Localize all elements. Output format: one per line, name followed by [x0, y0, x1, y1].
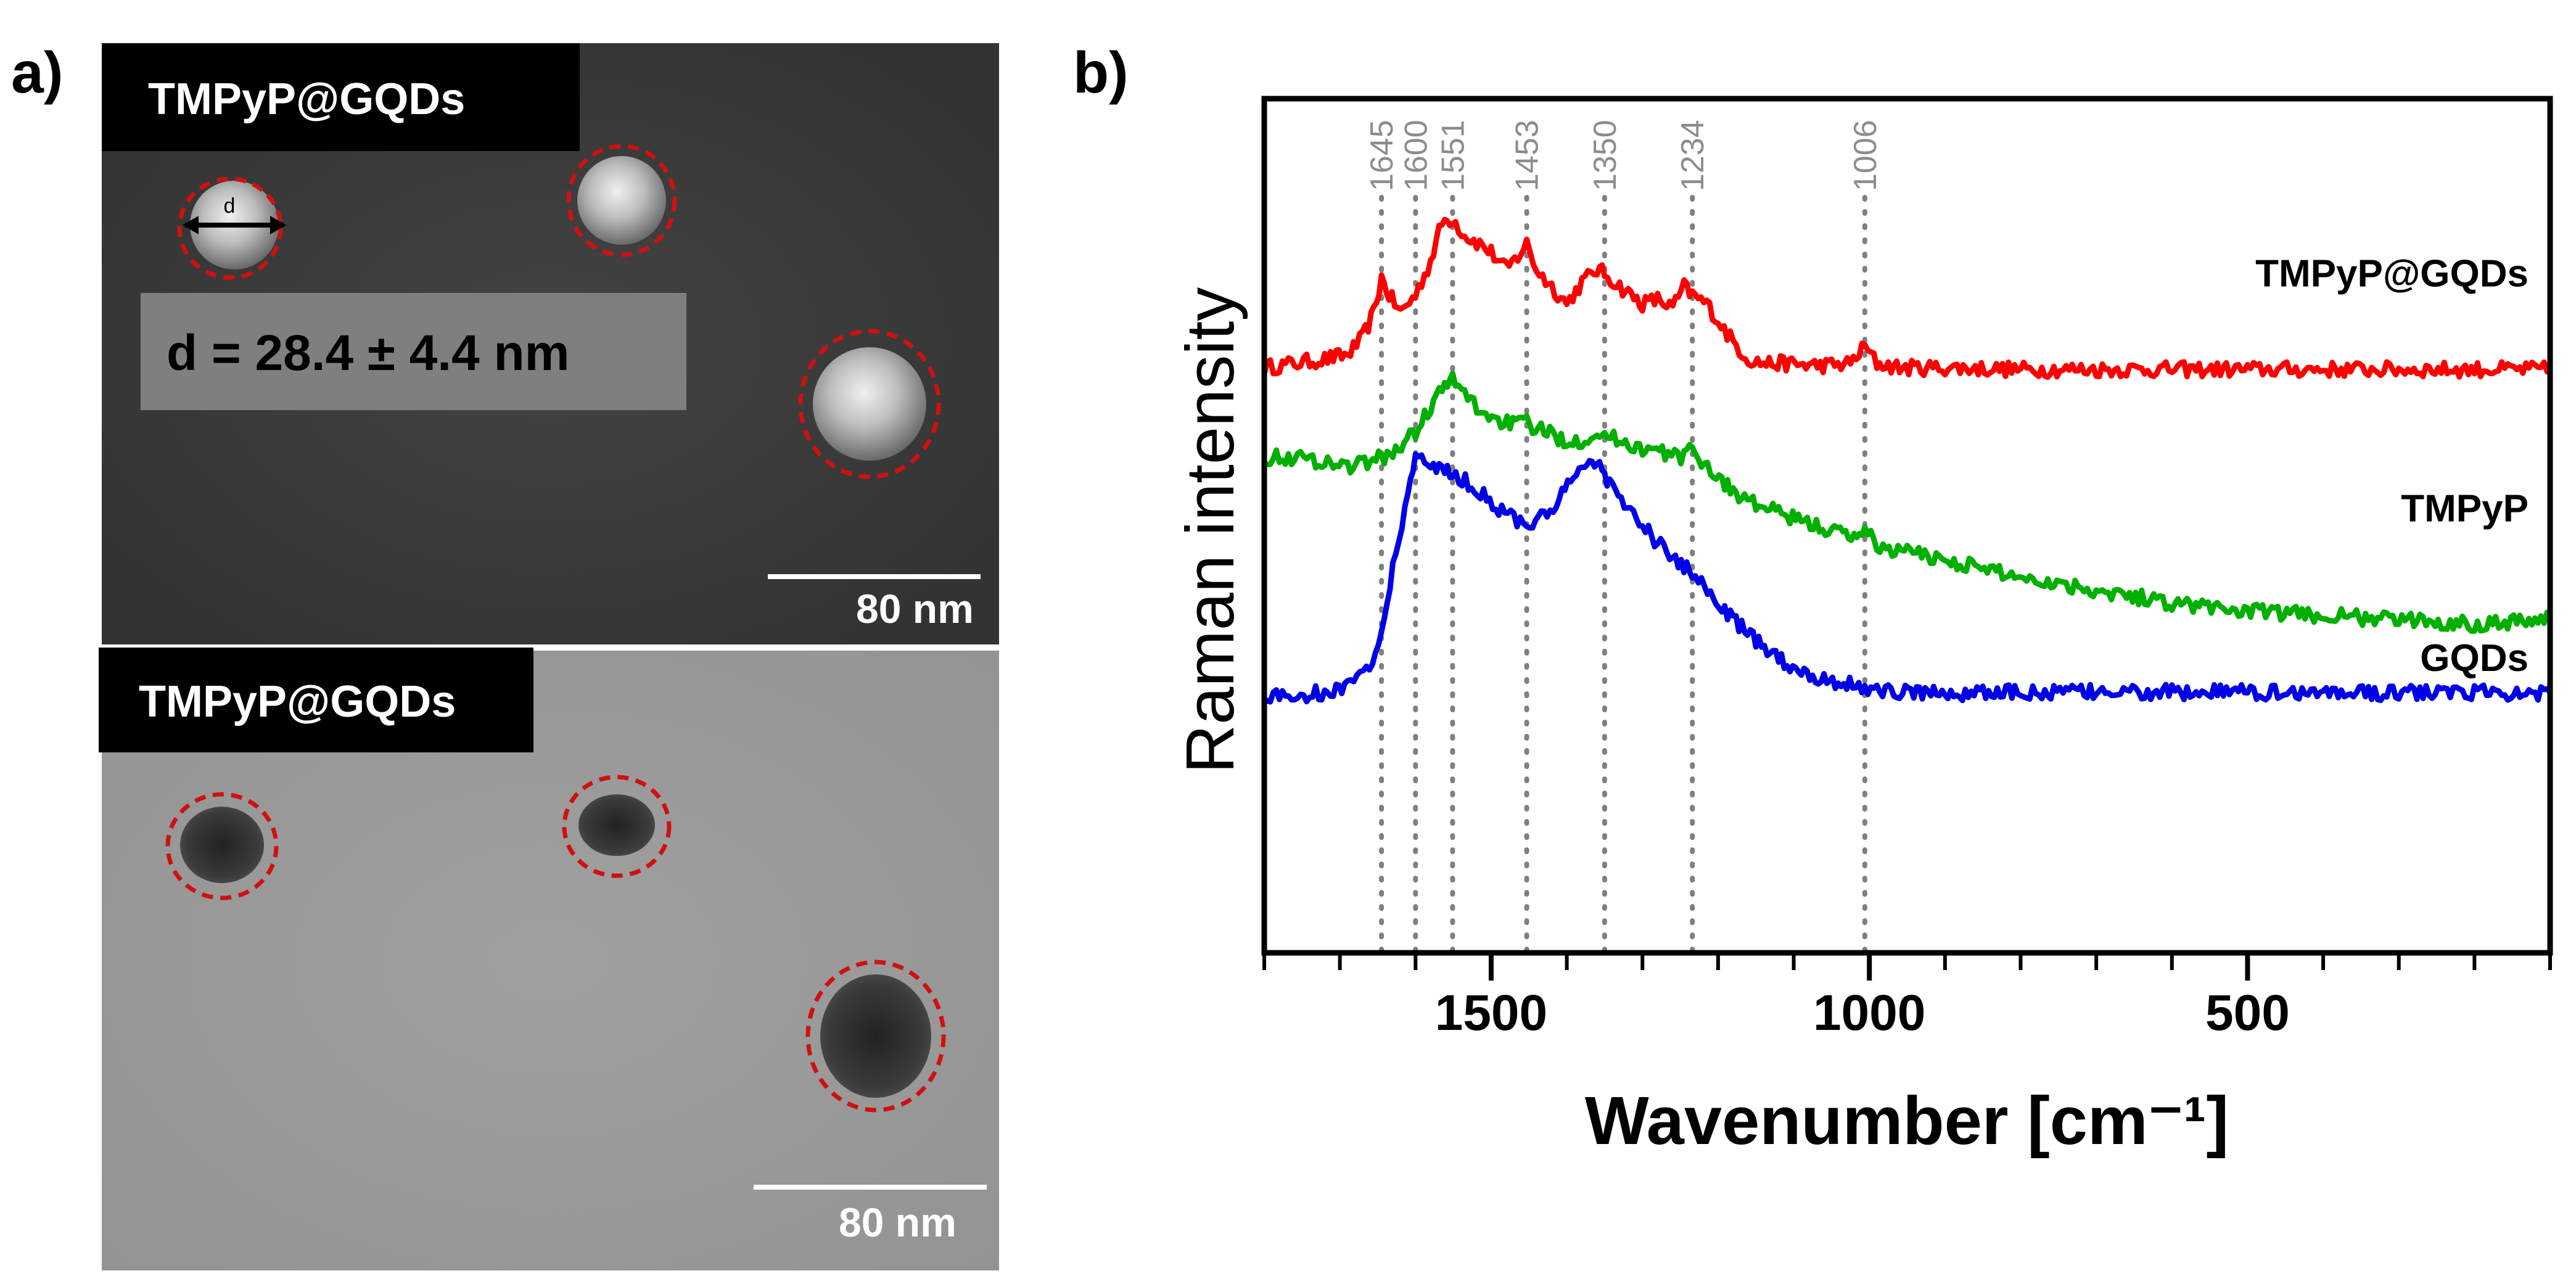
- tem-scale-label: 80 nm: [839, 1200, 957, 1245]
- tem-tag: TMPyP@GQDs: [139, 677, 456, 726]
- series-label: TMPyP: [2401, 488, 2529, 530]
- sem-image: TMPyP@GQDs d d = 28.4 ± 4.4 nm 80 nm: [102, 43, 999, 644]
- sem-tag-box: [102, 43, 580, 151]
- measurement-box: [141, 293, 686, 410]
- reference-line-label: 1645: [1364, 120, 1400, 191]
- reference-line-label: 1234: [1675, 120, 1711, 191]
- sem-tag: TMPyP@GQDs: [148, 75, 465, 124]
- x-tick-label: 1500: [1435, 985, 1547, 1041]
- tem-tag-box: [99, 648, 533, 752]
- reference-line-label: 1350: [1587, 120, 1623, 191]
- x-tick-label: 500: [2205, 985, 2290, 1041]
- panel-b-label: b): [1073, 40, 1129, 105]
- tem-particle: [562, 775, 672, 878]
- sem-particle: [798, 329, 941, 479]
- series-line-tmpyp-gqds: [1261, 216, 2552, 380]
- reference-line-label: 1006: [1848, 120, 1883, 191]
- reference-line-label: 1600: [1398, 120, 1434, 191]
- series-label: TMPyP@GQDs: [2255, 253, 2529, 295]
- panel-a-label: a): [11, 40, 63, 105]
- tem-image: TMPyP@GQDs 80 nm: [99, 648, 999, 1270]
- reference-line-label: 1453: [1510, 120, 1545, 191]
- x-tick-label: 1000: [1813, 985, 1925, 1041]
- sem-particle: d: [177, 176, 286, 280]
- x-axis-label: Wavenumber [cm⁻¹]: [1585, 1083, 2229, 1159]
- sem-scale-label: 80 nm: [856, 586, 974, 632]
- reference-line-label: 1551: [1435, 120, 1471, 191]
- diameter-marker-label: d: [224, 194, 236, 218]
- series-label: GQDs: [2420, 637, 2529, 680]
- tem-particle: [165, 792, 279, 900]
- y-axis-label: Raman intensity: [1172, 287, 1248, 774]
- series-line-gqds: [1262, 451, 2553, 705]
- series-line-tmpyp: [1263, 371, 2553, 634]
- measurement-text: d = 28.4 ± 4.4 nm: [167, 325, 569, 381]
- tem-particle: [805, 960, 946, 1113]
- plot-frame: [1261, 96, 2553, 956]
- sem-particle: [566, 144, 677, 257]
